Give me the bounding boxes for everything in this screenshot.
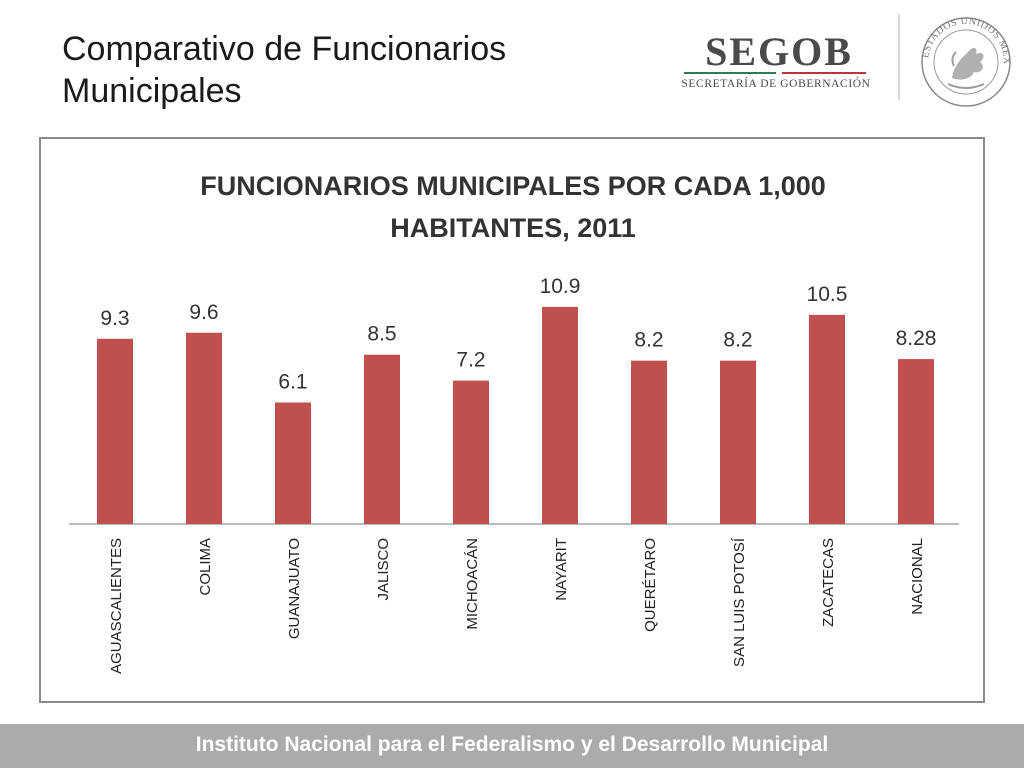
data-label: 10.5 [807,283,848,306]
logo-wordmark: SEGOB [705,29,853,74]
bar-zacatecas [809,314,845,524]
data-label: 8.28 [896,327,937,350]
category-label: SAN LUIS POTOSÍ [731,537,748,667]
data-label: 6.1 [278,370,307,393]
logo-divider [898,14,900,100]
logo-green-line [684,72,776,74]
segob-logo: SEGOB SECRETARÍA DE GOBERNACIÓN [676,28,876,98]
chart-title-line-1: FUNCIONARIOS MUNICIPALES POR CADA 1,000 [200,171,826,201]
bar-michoac-n [453,380,489,524]
data-label: 8.5 [367,323,396,346]
logo-subtitle: SECRETARÍA DE GOBERNACIÓN [681,78,871,90]
national-seal-icon: ESTADOS UNIDOS MEXICANOS [914,6,1012,107]
category-label: AGUASCALIENTES [108,538,125,674]
footer-bar: Instituto Nacional para el Federalismo y… [0,724,1024,768]
data-label: 9.3 [100,307,129,330]
data-label: 9.6 [189,301,218,324]
bar-nacional [898,359,934,524]
logo-red-line [782,72,866,74]
bar-chart: FUNCIONARIOS MUNICIPALES POR CADA 1,000 … [69,171,959,674]
slide-title: Comparativo de Funcionarios Municipales [62,30,507,110]
data-label: 8.2 [634,329,663,352]
category-label: MICHOACÁN [464,538,481,630]
footer-text: Instituto Nacional para el Federalismo y… [195,733,829,756]
chart-frame: FUNCIONARIOS MUNICIPALES POR CADA 1,000 … [39,137,985,703]
category-label: JALISCO [375,538,392,601]
bar-jalisco [364,354,400,524]
category-label: COLIMA [197,538,214,596]
data-label: 7.2 [456,349,485,372]
category-label: GUANAJUATO [286,538,303,639]
bar-guanajuato [275,402,311,524]
bar-nayarit [542,306,578,524]
bar-aguascalientes [97,338,133,524]
data-label: 8.2 [723,329,752,352]
category-label: QUERÉTARO [642,538,659,632]
category-label: NAYARIT [553,538,570,601]
bar-quer-taro [631,360,667,524]
bar-san-luis-potos- [720,360,756,524]
category-label: ZACATECAS [820,538,837,627]
chart-title-line-2: HABITANTES, 2011 [390,213,636,243]
bar-colima [186,332,222,524]
data-label: 10.9 [540,275,581,298]
category-label: NACIONAL [909,538,926,615]
